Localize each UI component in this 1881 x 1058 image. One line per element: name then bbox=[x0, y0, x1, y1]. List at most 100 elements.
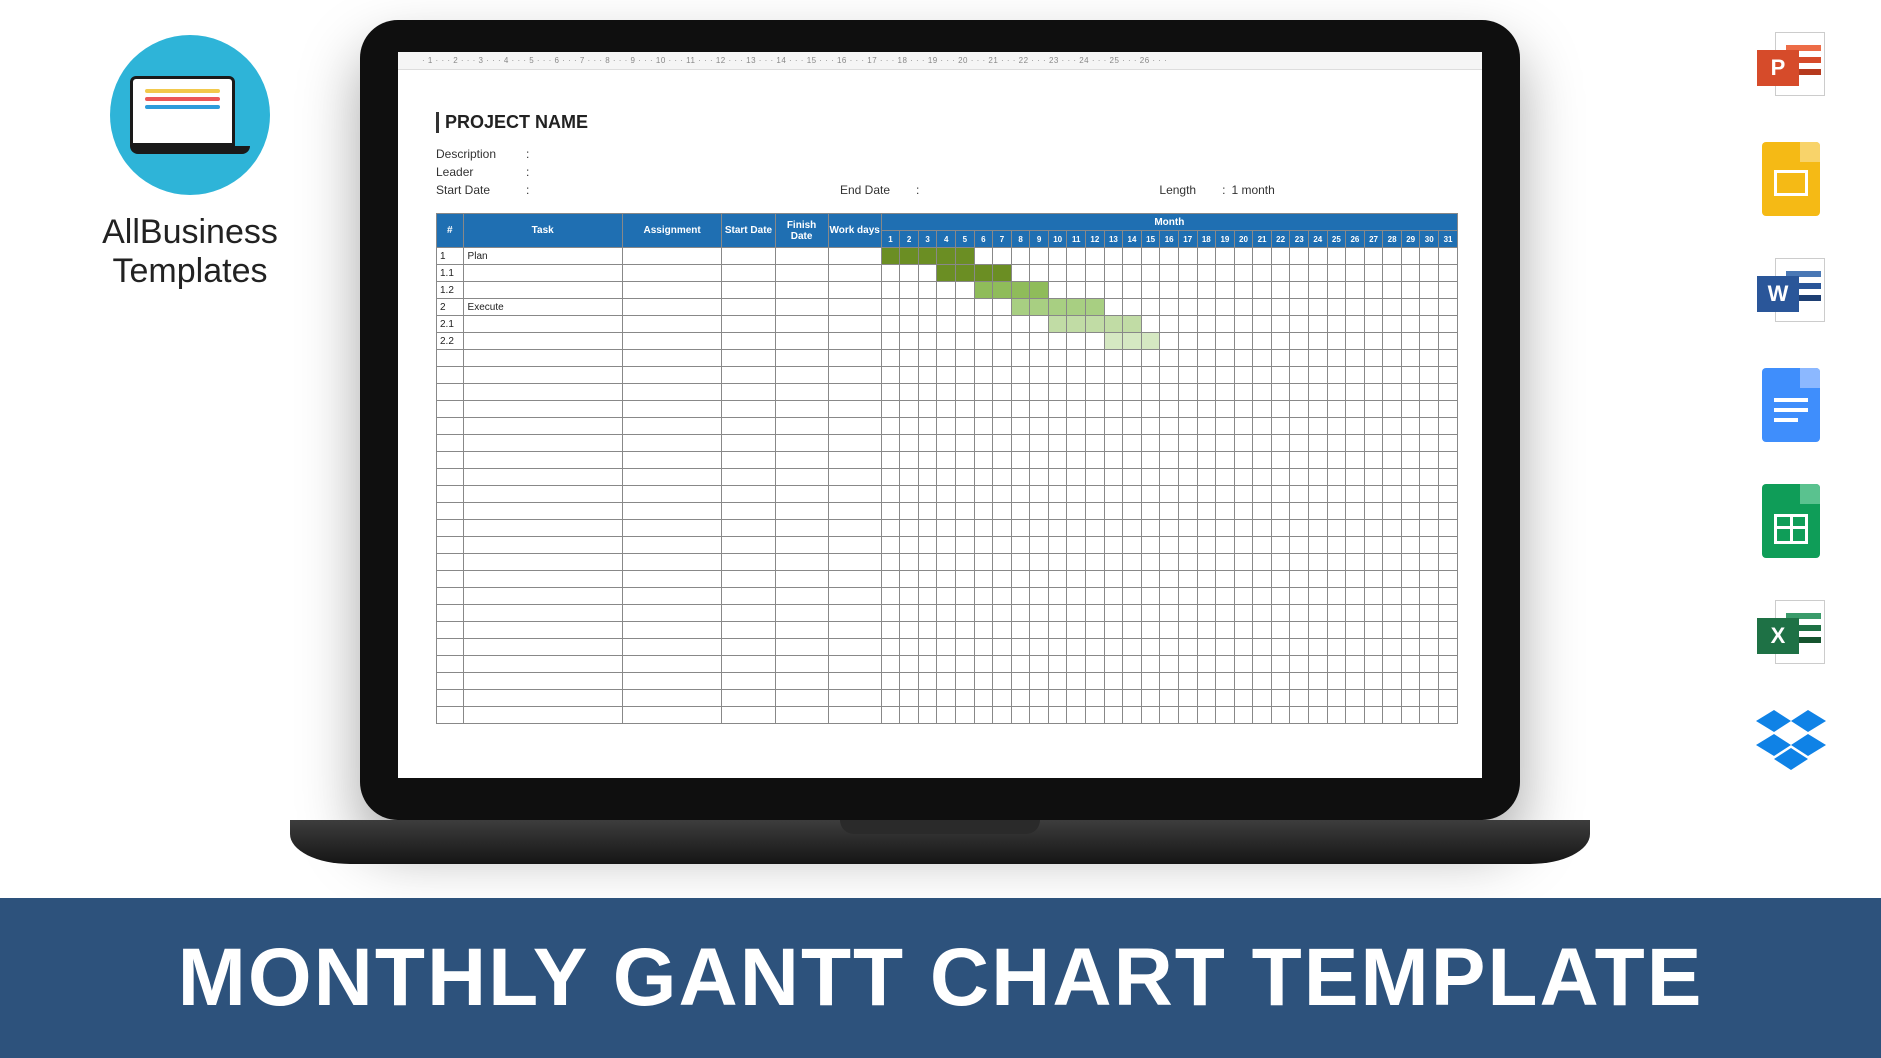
cell-day bbox=[881, 452, 900, 469]
cell-day bbox=[1197, 350, 1216, 367]
cell-day bbox=[1141, 656, 1160, 673]
cell-day bbox=[1123, 418, 1142, 435]
cell-day bbox=[1383, 248, 1402, 265]
header-task: Task bbox=[463, 214, 622, 248]
cell-day bbox=[1011, 418, 1030, 435]
cell-day bbox=[1048, 316, 1067, 333]
cell-day bbox=[1197, 384, 1216, 401]
cell-day bbox=[1067, 707, 1086, 724]
cell-day bbox=[1327, 520, 1346, 537]
cell-day bbox=[1067, 265, 1086, 282]
cell-day bbox=[1271, 605, 1290, 622]
cell-day bbox=[1104, 554, 1123, 571]
cell-start-date bbox=[722, 639, 775, 656]
cell-day bbox=[1420, 299, 1439, 316]
cell-day bbox=[1086, 605, 1105, 622]
cell-day bbox=[1067, 554, 1086, 571]
cell-day bbox=[1439, 299, 1458, 316]
cell-day bbox=[1420, 333, 1439, 350]
cell-day bbox=[1327, 333, 1346, 350]
cell-day bbox=[1346, 265, 1365, 282]
cell-day bbox=[1420, 673, 1439, 690]
cell-day bbox=[974, 690, 993, 707]
gantt-row bbox=[437, 673, 1458, 690]
cell-day bbox=[918, 282, 937, 299]
cell-day bbox=[1104, 316, 1123, 333]
cell-day bbox=[1086, 554, 1105, 571]
cell-work-days bbox=[828, 588, 881, 605]
cell-day bbox=[1309, 503, 1328, 520]
cell-assignment bbox=[622, 503, 722, 520]
cell-day bbox=[974, 282, 993, 299]
cell-day bbox=[1141, 571, 1160, 588]
gantt-row bbox=[437, 622, 1458, 639]
cell-day bbox=[1030, 673, 1049, 690]
cell-day bbox=[1271, 673, 1290, 690]
cell-day bbox=[1104, 333, 1123, 350]
gantt-row: 1.2 bbox=[437, 282, 1458, 299]
cell-day bbox=[1011, 367, 1030, 384]
cell-day bbox=[1346, 282, 1365, 299]
cell-day bbox=[937, 435, 956, 452]
cell-day bbox=[1048, 605, 1067, 622]
cell-day bbox=[1197, 367, 1216, 384]
cell-day bbox=[974, 605, 993, 622]
cell-num bbox=[437, 469, 464, 486]
cell-task bbox=[463, 367, 622, 384]
cell-day bbox=[1216, 299, 1235, 316]
cell-day bbox=[1216, 639, 1235, 656]
cell-day bbox=[1030, 588, 1049, 605]
cell-day bbox=[918, 588, 937, 605]
cell-day bbox=[1383, 673, 1402, 690]
cell-day bbox=[1141, 486, 1160, 503]
cell-day bbox=[1104, 265, 1123, 282]
cell-day bbox=[1364, 299, 1383, 316]
cell-day bbox=[993, 486, 1012, 503]
cell-day bbox=[1123, 690, 1142, 707]
cell-day bbox=[1309, 452, 1328, 469]
cell-day bbox=[1439, 673, 1458, 690]
cell-day bbox=[1271, 333, 1290, 350]
cell-day bbox=[1401, 554, 1420, 571]
cell-day bbox=[1048, 520, 1067, 537]
cell-day bbox=[1234, 418, 1253, 435]
laptop-mockup: · 1 · · · 2 · · · 3 · · · 4 · · · 5 · · … bbox=[360, 20, 1520, 864]
cell-task bbox=[463, 486, 622, 503]
cell-day bbox=[1439, 350, 1458, 367]
cell-day bbox=[1048, 333, 1067, 350]
cell-day bbox=[1364, 520, 1383, 537]
cell-day bbox=[1364, 452, 1383, 469]
cell-day bbox=[1197, 299, 1216, 316]
cell-day bbox=[974, 265, 993, 282]
cell-day bbox=[993, 316, 1012, 333]
cell-day bbox=[1160, 469, 1179, 486]
cell-day bbox=[937, 333, 956, 350]
cell-day bbox=[1383, 265, 1402, 282]
cell-day bbox=[1104, 520, 1123, 537]
cell-day bbox=[1290, 605, 1309, 622]
cell-day bbox=[1011, 707, 1030, 724]
cell-day bbox=[918, 520, 937, 537]
cell-day bbox=[1271, 401, 1290, 418]
cell-start-date bbox=[722, 486, 775, 503]
cell-day bbox=[1383, 520, 1402, 537]
cell-day bbox=[1420, 469, 1439, 486]
cell-day bbox=[1216, 605, 1235, 622]
cell-day bbox=[1011, 265, 1030, 282]
cell-day bbox=[1141, 299, 1160, 316]
cell-num bbox=[437, 503, 464, 520]
cell-day bbox=[1346, 401, 1365, 418]
cell-day bbox=[1327, 639, 1346, 656]
cell-day bbox=[1327, 452, 1346, 469]
cell-day bbox=[1271, 418, 1290, 435]
cell-day bbox=[1271, 350, 1290, 367]
cell-day bbox=[1290, 554, 1309, 571]
header-day: 20 bbox=[1234, 231, 1253, 248]
cell-day bbox=[1346, 639, 1365, 656]
cell-day bbox=[974, 418, 993, 435]
cell-day bbox=[881, 605, 900, 622]
cell-day bbox=[1401, 503, 1420, 520]
cell-day bbox=[1439, 384, 1458, 401]
cell-day bbox=[918, 639, 937, 656]
cell-day bbox=[1309, 350, 1328, 367]
